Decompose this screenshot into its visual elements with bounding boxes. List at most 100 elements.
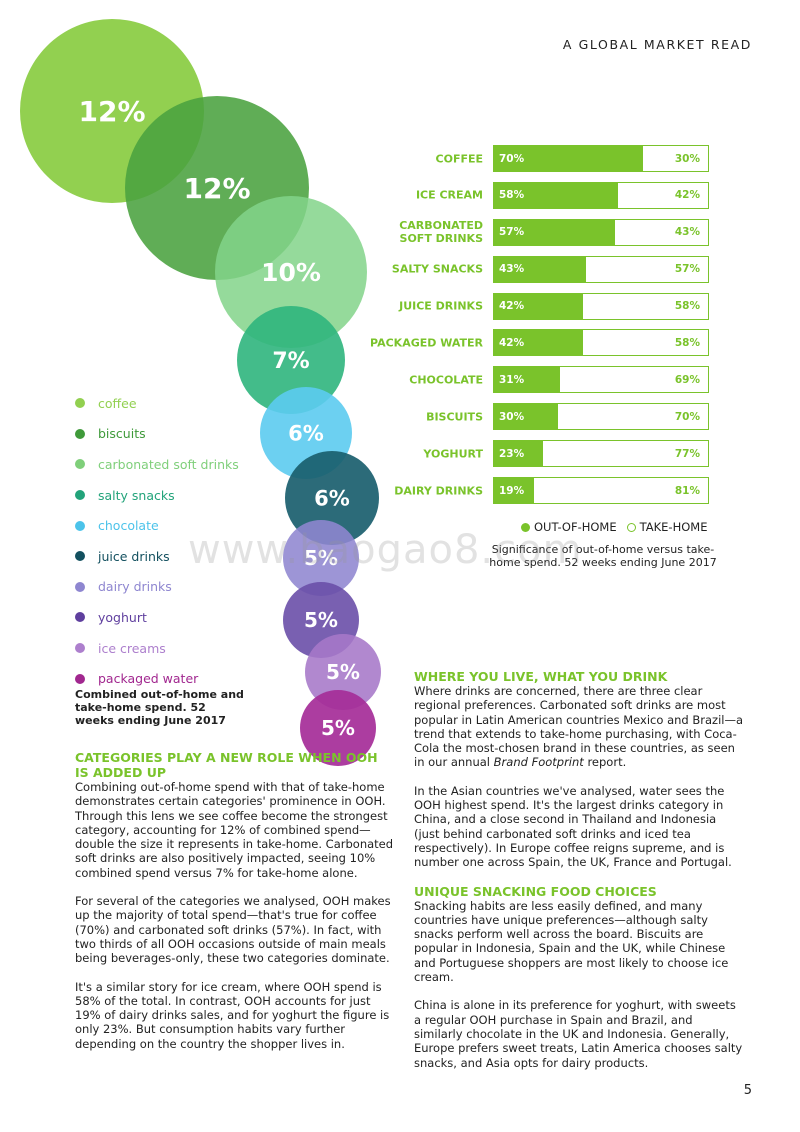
paragraph: Combining out-of-home spend with that of…: [75, 780, 394, 880]
legend-item: salty snacks: [75, 480, 239, 511]
bar-value-take-home: 70%: [674, 410, 700, 423]
bar-value-out-of-home: 57%: [499, 226, 525, 239]
legend-take-home-label: TAKE-HOME: [639, 520, 708, 534]
legend-item: carbonated soft drinks: [75, 449, 239, 480]
color-dot-icon: [75, 490, 85, 501]
legend-item: ice creams: [75, 633, 239, 664]
bar-value-out-of-home: 19%: [499, 484, 525, 497]
bar-out-of-home: [494, 219, 616, 245]
color-dot-icon: [75, 551, 85, 562]
legend-item: juice drinks: [75, 541, 239, 572]
bar-out-of-home: [494, 478, 535, 504]
legend-label: coffee: [98, 395, 137, 411]
bar-row: CARBONATED SOFT DRINKS 57% 43%: [364, 218, 710, 246]
bar-row: SALTY SNACKS 43% 57%: [364, 255, 710, 283]
bar-row: PACKAGED WATER 42% 58%: [364, 329, 710, 357]
legend-label: dairy drinks: [98, 579, 172, 595]
bar-category-label: ICE CREAM: [415, 188, 483, 202]
section-heading-drinks: WHERE YOU LIVE, WHAT YOU DRINK: [414, 669, 668, 684]
legend-item: coffee: [75, 388, 239, 419]
page-number: 5: [743, 1083, 752, 1098]
section-heading-snacking: UNIQUE SNACKING FOOD CHOICES: [414, 883, 657, 899]
legend-item: biscuits: [75, 419, 239, 450]
bar-out-of-home: [494, 146, 644, 171]
color-dot-icon: [75, 643, 85, 654]
bar-value-out-of-home: 31%: [499, 373, 525, 386]
legend-item: packaged water: [75, 663, 239, 694]
bubble-carbonated-soft-drinks: [215, 196, 367, 348]
bar-out-of-home: [494, 367, 561, 393]
bar-row: YOGHURT 23% 77%: [364, 440, 710, 468]
bar-category-label: YOGHURT: [423, 447, 483, 461]
bubble-value-label: 10%: [261, 258, 321, 287]
bar-value-out-of-home: 23%: [499, 447, 525, 460]
bubble-dairy-drinks: [283, 520, 359, 596]
bar-out-of-home: [494, 293, 584, 319]
bar-value-take-home: 77%: [674, 447, 700, 460]
watermark: www.baogao8.com: [188, 527, 583, 573]
color-dot-icon: [75, 428, 85, 439]
hollow-dot-icon: [626, 522, 636, 532]
bubble-value-label: 6%: [288, 422, 324, 446]
bar-value-take-home: 81%: [674, 484, 700, 497]
right-text-column: WHERE YOU LIVE, WHAT YOU DRINK Where dri…: [414, 669, 744, 1070]
bar-value-take-home: 43%: [674, 226, 700, 239]
bar-row: JUICE DRINKS 42% 58%: [364, 292, 710, 320]
bubble-chart: 12% 12% 10% 7% 6% 6% 5% 5% 5% 5%: [20, 19, 381, 766]
bubble-value-label: 12%: [78, 95, 145, 128]
legend-take-home: TAKE-HOME: [626, 520, 708, 534]
paragraph: Where drinks are concerned, there are th…: [414, 684, 744, 770]
legend-label: salty snacks: [98, 487, 175, 503]
bar-out-of-home: [494, 182, 618, 208]
bar-row: BISCUITS 30% 70%: [364, 403, 710, 431]
paragraph-text: report.: [583, 755, 627, 770]
legend-label: yoghurt: [98, 609, 147, 625]
bar-row: DAIRY DRINKS 19% 81%: [364, 477, 710, 505]
bubble-ice-creams: [305, 634, 381, 710]
bar-value-out-of-home: 58%: [499, 189, 525, 202]
paragraph: It's a similar story for ice cream, wher…: [75, 979, 390, 1051]
bubble-value-label: 5%: [304, 608, 338, 632]
brand-footprint-title: Brand Footprint: [493, 755, 584, 770]
bar-category-label: BISCUITS: [426, 410, 483, 424]
bar-out-of-home: [494, 330, 584, 356]
legend-label: carbonated soft drinks: [98, 456, 239, 472]
color-dot-icon: [75, 673, 85, 684]
bubble-salty-snacks: [237, 306, 345, 414]
bar-track: 19% 81%: [493, 477, 709, 505]
color-dot-icon: [75, 581, 85, 592]
bar-track: 57% 43%: [493, 218, 709, 246]
bar-track: 31% 69%: [493, 366, 709, 394]
bar-value-out-of-home: 70%: [499, 152, 525, 165]
legend-label: chocolate: [98, 518, 159, 534]
bar-track: 42% 58%: [493, 329, 709, 357]
bar-value-out-of-home: 30%: [499, 410, 525, 423]
paragraph: China is alone in its preference for yog…: [414, 998, 743, 1070]
bar-row: CHOCOLATE 31% 69%: [364, 366, 710, 394]
bar-category-label: SALTY SNACKS: [391, 262, 483, 276]
color-dot-icon: [75, 459, 85, 470]
left-text-column: CATEGORIES PLAY A NEW ROLE WHEN OOH IS A…: [75, 750, 395, 1051]
bubble-value-label: 5%: [326, 660, 360, 684]
bar-category-label: JUICE DRINKS: [399, 299, 483, 313]
bar-value-take-home: 69%: [674, 373, 700, 386]
bar-track: 43% 57%: [493, 255, 709, 283]
bar-track: 42% 58%: [493, 292, 709, 320]
bar-value-out-of-home: 43%: [499, 263, 525, 276]
bubble-value-label: 12%: [183, 172, 250, 205]
bar-category-label: CHOCOLATE: [409, 373, 483, 387]
bubble-legend: coffee biscuits carbonated soft drinks salt…: [75, 388, 239, 694]
legend-label: juice drinks: [98, 548, 170, 564]
bar-track: 30% 70%: [493, 403, 709, 431]
bar-category-label: COFFEE: [435, 152, 483, 165]
bar-category-label: DAIRY DRINKS: [394, 484, 483, 498]
bar-value-out-of-home: 42%: [499, 300, 525, 313]
bubble-juice-drinks: [285, 451, 379, 545]
legend-out-of-home-label: OUT-OF-HOME: [534, 520, 617, 534]
bar-category-label: CARBONATED SOFT DRINKS: [399, 219, 483, 246]
ooh-vs-take-home-bar-chart: COFFEE 70% 30% ICE CREAM 58% 42% CARBONATED SO…: [364, 145, 710, 514]
bar-value-take-home: 42%: [674, 189, 700, 202]
bar-value-take-home: 58%: [674, 336, 700, 349]
bar-track: 58% 42%: [493, 181, 709, 209]
bar-value-take-home: 58%: [674, 300, 700, 313]
